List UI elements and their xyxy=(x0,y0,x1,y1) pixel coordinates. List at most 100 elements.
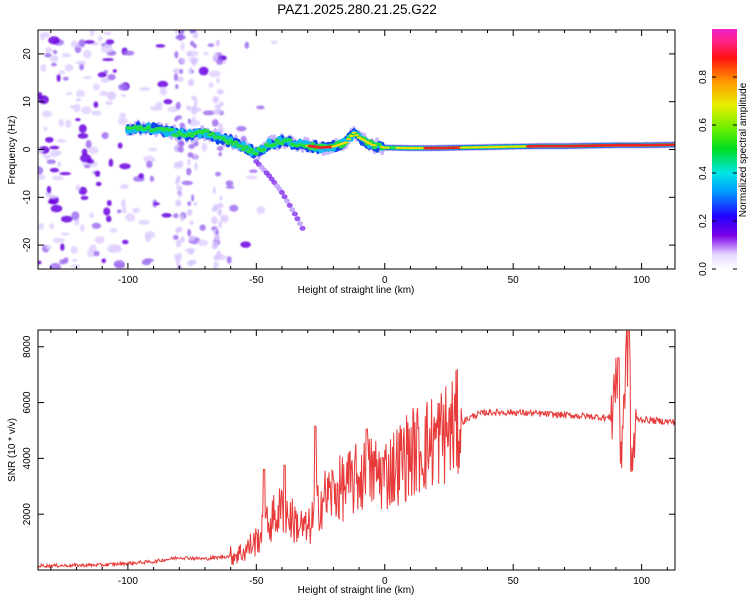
spectrogram-noise-blob xyxy=(141,259,151,266)
spectrogram-noise-blob xyxy=(45,47,53,53)
spectrogram-noise-blob xyxy=(180,214,184,222)
spectrogram-branch-blob xyxy=(294,216,301,222)
spectrogram-noise-blob xyxy=(112,69,117,73)
spectrogram-noise-blob xyxy=(107,91,117,101)
spectrogram-noise-blob xyxy=(71,211,80,221)
spectrogram-noise-blob xyxy=(188,144,195,149)
spectrogram-noise-blob xyxy=(73,103,81,113)
colorbar-tick-label: 0.0 xyxy=(698,262,709,276)
spectrogram-branch-blob xyxy=(286,202,293,208)
spectrogram-noise-blob xyxy=(216,57,223,66)
spectrogram-ytick-label: -10 xyxy=(22,190,33,205)
spectrogram-noise-blob xyxy=(180,236,185,243)
spectrogram-noise-blob xyxy=(173,73,179,82)
spectrogram-noise-blob xyxy=(245,175,258,180)
snr-xtick-label: -100 xyxy=(118,576,138,587)
spectrogram-noise-blob xyxy=(219,195,223,201)
spectrogram-noise-blob xyxy=(43,126,48,132)
spectrogram-xtick-label: 0 xyxy=(382,275,388,286)
spectrogram-noise-blob xyxy=(256,105,265,110)
spectrogram-track-core xyxy=(359,138,365,140)
spectrogram-ylabel: Frequency (Hz) xyxy=(7,116,18,185)
spectrogram-noise-blob xyxy=(256,206,266,215)
spectrogram-noise-blob xyxy=(41,110,53,118)
colorbar-tick-label: 0.6 xyxy=(698,118,709,132)
spectrogram-noise-blob xyxy=(82,76,92,80)
spectrogram-track-core xyxy=(343,141,349,144)
spectrogram-track-cell xyxy=(243,145,249,149)
spectrogram-track-cell xyxy=(176,130,182,135)
spectrogram-noise-blob xyxy=(213,108,219,115)
spectrogram-noise-blob xyxy=(138,219,150,225)
spectrogram-track-cell xyxy=(261,147,267,152)
spectrogram-noise-blob xyxy=(192,116,196,122)
spectrogram-noise-blob xyxy=(179,58,186,64)
spectrogram-noise-blob xyxy=(215,171,221,177)
spectrogram-noise-blob xyxy=(179,68,184,75)
spectrogram-noise-blob xyxy=(211,206,217,212)
spectrogram-noise-blob xyxy=(188,67,193,75)
spectrogram-frame xyxy=(37,29,676,270)
spectrogram-xtick-label: 50 xyxy=(508,275,520,286)
spectrogram-noise-blob xyxy=(201,142,208,152)
snr-ytick-label: 6000 xyxy=(22,391,33,414)
spectrogram-noise-blob xyxy=(62,52,71,58)
spectrogram-noise-blob xyxy=(198,66,209,76)
spectrogram-noise-blob xyxy=(120,183,129,190)
spectrogram-track-cell xyxy=(168,127,175,132)
spectrogram-noise-blob xyxy=(123,50,135,56)
spectrogram-noise-blob xyxy=(58,118,64,128)
spectrogram-noise-blob xyxy=(119,163,131,170)
spectrogram-track-core xyxy=(672,143,675,147)
spectrogram-noise-blob xyxy=(87,248,96,258)
spectrogram-track-core xyxy=(366,142,372,145)
spectrogram-noise-blob xyxy=(229,204,239,212)
spectrogram-noise-blob xyxy=(225,185,235,189)
snr-series-line xyxy=(38,330,675,569)
spectrogram-noise-blob xyxy=(114,262,125,269)
spectrogram-noise-blob xyxy=(78,124,87,133)
spectrogram-noise-blob xyxy=(215,40,220,47)
snr-xtick-label: 100 xyxy=(633,576,650,587)
spectrogram-noise-blob xyxy=(38,174,46,180)
spectrogram-noise-blob xyxy=(105,215,112,223)
spectrogram-track-core xyxy=(361,139,367,142)
spectrogram-noise-blob xyxy=(194,162,198,171)
spectrogram-noise-blob xyxy=(53,150,62,156)
spectrogram-noise-blob xyxy=(197,239,209,246)
spectrogram-noise-blob xyxy=(103,31,112,36)
spectrogram-noise-blob xyxy=(211,240,219,249)
spectrogram-track-core xyxy=(371,144,377,147)
spectrogram-noise-blob xyxy=(91,110,102,116)
spectrogram-noise-blob xyxy=(199,224,206,231)
spectrogram-noise-blob xyxy=(175,226,180,234)
spectrogram-noise-blob xyxy=(138,173,144,179)
snr-ytick-label: 2000 xyxy=(22,503,33,526)
spectrogram-noise-blob xyxy=(70,104,75,109)
spectrogram-noise-blob xyxy=(186,105,192,111)
spectrogram-noise-blob xyxy=(49,262,61,269)
snr-ytick-label: 8000 xyxy=(22,335,33,358)
spectrogram-noise-blob xyxy=(52,237,65,244)
spectrogram-noise-blob xyxy=(83,164,91,169)
spectrogram-noise-blob xyxy=(214,233,220,241)
snr-plot: -100 -50 0 50 100 2000 4000 6000 8000 Height of … xyxy=(7,329,676,596)
spectrogram-noise-blob xyxy=(175,177,180,186)
spectrogram-noise-blob xyxy=(175,83,179,90)
spectrogram-noise-blob xyxy=(48,36,60,45)
spectrogram-noise-blob xyxy=(144,231,156,239)
spectrogram-noise-blob xyxy=(188,119,201,127)
spectrogram-noise-blob xyxy=(103,207,111,216)
spectrogram-noise-blob xyxy=(92,83,100,91)
spectrogram-noise-blob xyxy=(174,51,179,59)
spectrogram-noise-blob xyxy=(48,195,57,199)
spectrogram-noise-blob xyxy=(173,213,179,219)
spectrogram-noise-blob xyxy=(176,185,183,191)
spectrogram-noise-blob xyxy=(214,51,219,59)
spectrogram-noise-blob xyxy=(49,54,59,63)
spectrogram-noise-blob xyxy=(117,142,123,149)
spectrogram-branch-blob xyxy=(296,221,303,227)
spectrogram-noise-blob xyxy=(191,194,195,202)
spectrogram-track-cell xyxy=(287,138,293,142)
spectrogram-noise-blob xyxy=(173,161,181,169)
